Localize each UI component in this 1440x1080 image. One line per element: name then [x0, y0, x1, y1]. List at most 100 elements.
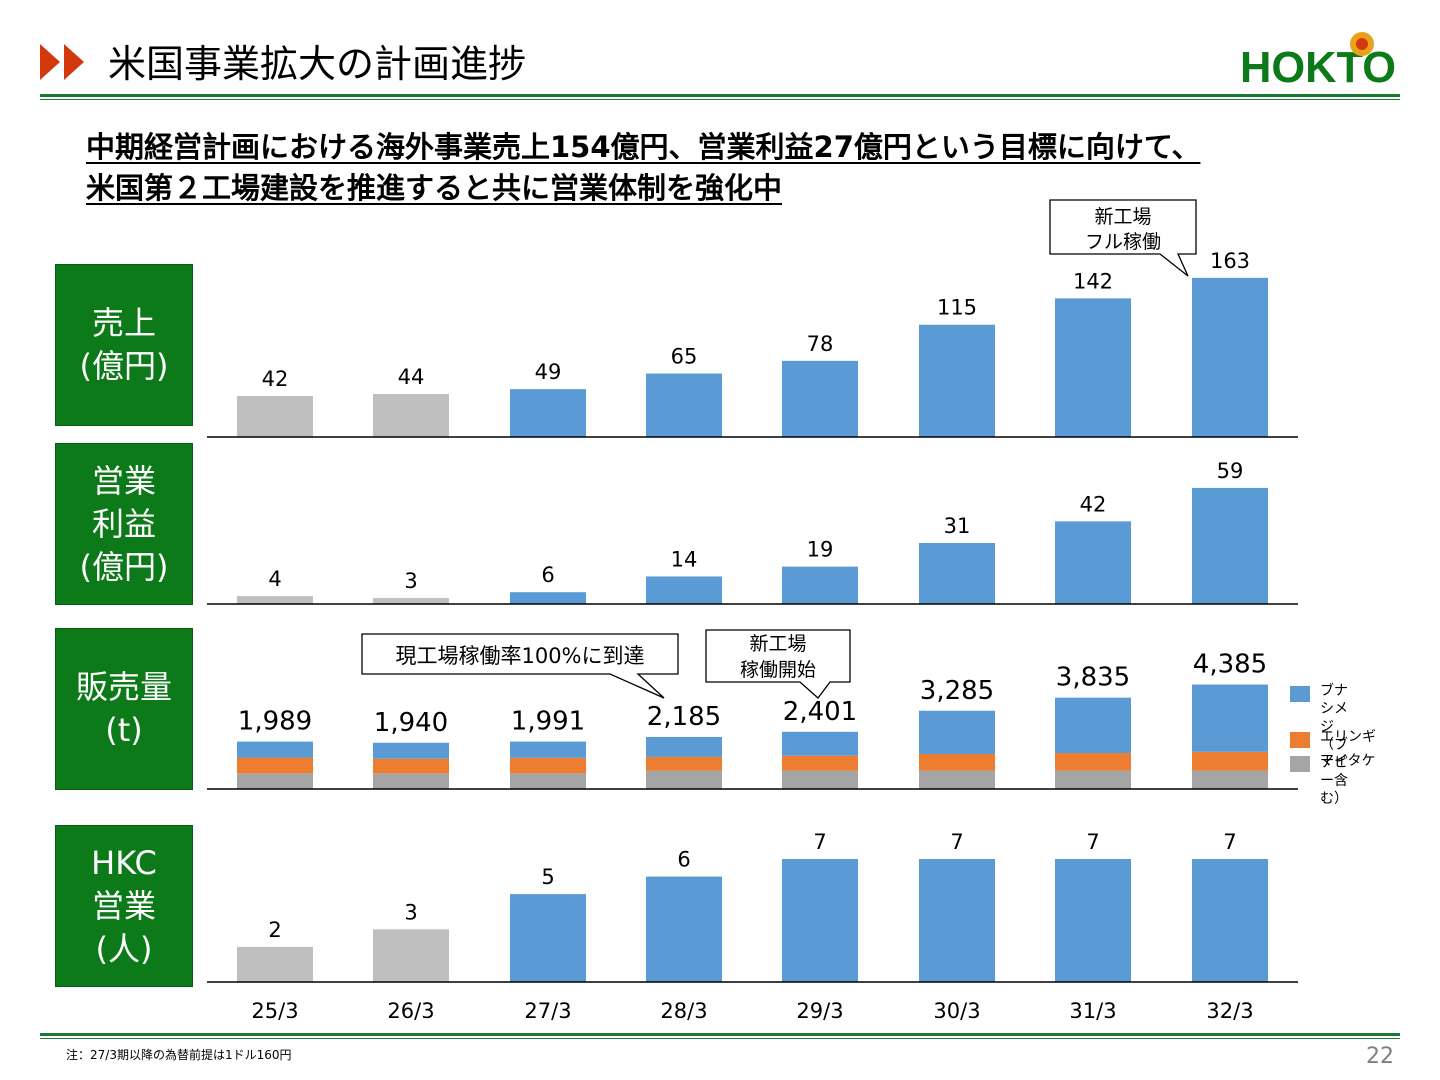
profit-bar-2 [510, 592, 586, 604]
staff-value-label-6: 7 [1086, 830, 1099, 854]
profit-value-label-6: 42 [1080, 492, 1107, 516]
staff-value-label-2: 5 [541, 865, 554, 889]
callout-current-plant-text: 現工場稼働率100%に到達 [395, 644, 644, 668]
staff-bar-7 [1192, 859, 1268, 982]
sales-bar-2 [510, 389, 586, 437]
footer-rule [40, 1033, 1400, 1036]
profit-value-label-1: 3 [404, 569, 417, 593]
profit-value-label-4: 19 [807, 538, 834, 562]
chart-profit: 4 3 6 14 19 31 42 59 [207, 459, 1298, 605]
footer-rule-thin [40, 1038, 1400, 1039]
sales-value-label-6: 142 [1073, 269, 1113, 293]
x-axis-labels: 25/3 26/3 27/3 28/3 29/3 30/3 31/3 32/3 [251, 999, 1253, 1023]
profit-bar-6 [1055, 521, 1131, 604]
panel-label-volume: 販売量 (t) [55, 628, 193, 790]
volume-bar-erngi-4 [782, 755, 858, 771]
callout-current-plant: 現工場稼働率100%に到達 [361, 633, 679, 699]
callout-full-operation-line-2: フル稼働 [1085, 231, 1161, 253]
volume-bar-bunashimeji-1 [373, 742, 449, 759]
volume-bar-erngi-3 [646, 756, 722, 771]
volume-bar-maitake-3 [646, 770, 722, 789]
profit-bar-1 [373, 598, 449, 604]
x-tick-label-5: 30/3 [933, 999, 980, 1023]
hokto-logo: HOKTO [1240, 32, 1396, 92]
staff-value-label-5: 7 [950, 830, 963, 854]
page-title: 米国事業拡大の計画進捗 [108, 42, 527, 86]
profit-bar-4 [782, 566, 858, 604]
volume-bar-maitake-5 [919, 770, 995, 789]
x-tick-label-7: 32/3 [1206, 999, 1253, 1023]
legend-swatch-maitake [1290, 756, 1310, 772]
profit-bar-7 [1192, 487, 1268, 604]
sales-value-label-4: 78 [807, 332, 834, 356]
volume-bar-maitake-4 [782, 770, 858, 789]
profit-value-label-2: 6 [541, 563, 554, 587]
sales-bar-0 [237, 395, 313, 437]
staff-bar-5 [919, 859, 995, 982]
profit-bar-5 [919, 543, 995, 604]
volume-bar-bunashimeji-0 [237, 741, 313, 758]
x-tick-label-6: 31/3 [1069, 999, 1116, 1023]
x-tick-label-3: 28/3 [660, 999, 707, 1023]
profit-value-label-7: 59 [1217, 459, 1244, 483]
profit-value-label-0: 4 [268, 567, 281, 591]
volume-value-label-4: 2,401 [783, 697, 857, 727]
header-rule [40, 94, 1400, 97]
volume-bar-bunashimeji-4 [782, 731, 858, 756]
callout-full-operation-line-1: 新工場 [1094, 206, 1151, 228]
sales-value-label-7: 163 [1210, 249, 1250, 273]
x-tick-label-2: 27/3 [524, 999, 571, 1023]
staff-bar-1 [373, 929, 449, 982]
staff-bar-0 [237, 946, 313, 982]
staff-value-label-1: 3 [404, 900, 417, 924]
legend-label-maitake: マイタケ [1320, 753, 1376, 769]
panel-label-staff: HKC 営業 (人) [55, 825, 193, 987]
staff-bar-4 [782, 859, 858, 982]
panel-label-profit: 営業 利益 (億円) [55, 443, 193, 605]
x-tick-label-4: 29/3 [796, 999, 843, 1023]
sales-bar-3 [646, 373, 722, 437]
callout-full-operation: 新工場 フル稼働 [1049, 199, 1197, 277]
callout-new-plant-start-line-2: 稼働開始 [740, 659, 816, 681]
sales-bar-4 [782, 360, 858, 437]
panel-label-staff-text: HKC 営業 (人) [91, 843, 157, 968]
x-tick-label-0: 25/3 [251, 999, 298, 1023]
page-number: 22 [1366, 1044, 1394, 1069]
volume-bar-erngi-6 [1055, 753, 1131, 771]
sales-value-label-3: 65 [671, 345, 698, 369]
legend-swatch-erngi [1290, 732, 1310, 748]
staff-value-label-4: 7 [813, 830, 826, 854]
chart-volume: 1,989 1,940 1,991 2,185 2,401 3,285 3,835 4,385 [207, 650, 1298, 790]
callout-new-plant-start-line-1: 新工場 [749, 633, 806, 655]
volume-bar-bunashimeji-3 [646, 736, 722, 757]
sales-value-label-1: 44 [398, 365, 425, 389]
volume-value-label-5: 3,285 [920, 676, 994, 706]
sales-value-label-0: 42 [262, 367, 289, 391]
sales-value-label-5: 115 [937, 296, 977, 320]
panel-label-volume-text: 販売量 (t) [75, 668, 172, 749]
staff-value-label-3: 6 [677, 848, 690, 872]
legend-swatch-bunashimeji [1290, 686, 1310, 702]
callout-new-plant-start: 新工場 稼働開始 [705, 629, 851, 699]
sales-bar-1 [373, 394, 449, 437]
sales-bar-7 [1192, 277, 1268, 437]
sales-bar-6 [1055, 298, 1131, 437]
volume-value-label-0: 1,989 [238, 707, 312, 737]
footnote: 注：27/3期以降の為替前提は1ドル160円 [66, 1048, 292, 1062]
staff-value-label-7: 7 [1223, 830, 1236, 854]
profit-value-label-5: 31 [944, 514, 971, 538]
profit-bar-3 [646, 576, 722, 604]
volume-bar-erngi-7 [1192, 751, 1268, 771]
panel-label-sales: 売上 (億円) [55, 264, 193, 426]
volume-value-label-7: 4,385 [1193, 650, 1267, 680]
volume-bar-bunashimeji-2 [510, 741, 586, 758]
volume-bar-bunashimeji-7 [1192, 684, 1268, 752]
volume-bar-erngi-0 [237, 757, 313, 774]
profit-value-label-3: 14 [671, 547, 698, 571]
header-arrows-icon [40, 44, 84, 80]
x-tick-label-1: 26/3 [387, 999, 434, 1023]
staff-value-label-0: 2 [268, 918, 281, 942]
sales-bar-5 [919, 324, 995, 437]
chart-staff: 2 3 5 6 7 7 7 7 [207, 830, 1298, 983]
